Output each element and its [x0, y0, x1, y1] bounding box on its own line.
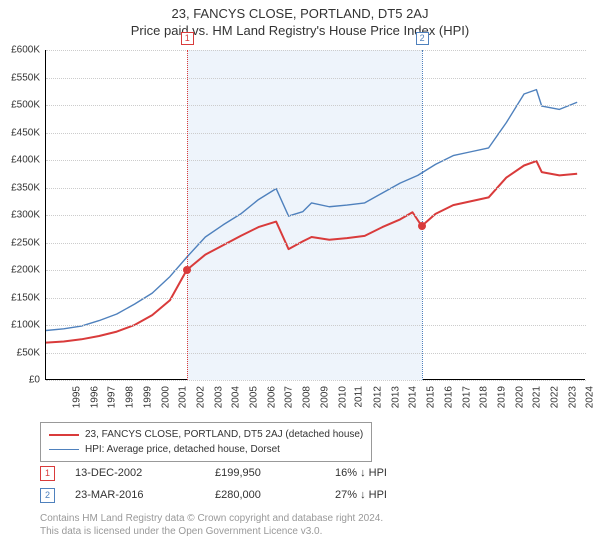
y-axis-label: £400K: [11, 155, 40, 166]
sale-marker-1: 1: [181, 32, 194, 45]
sale-date-line: [422, 50, 423, 380]
legend-label: 23, FANCYS CLOSE, PORTLAND, DT5 2AJ (det…: [85, 429, 363, 440]
sale-row: 2 23-MAR-2016£280,00027% ↓ HPI: [40, 484, 570, 506]
y-axis-label: £200K: [11, 265, 40, 276]
x-axis-label: 2022: [549, 386, 560, 408]
sale-row: 1 13-DEC-2002£199,95016% ↓ HPI: [40, 462, 570, 484]
gridline-h: [46, 298, 586, 299]
gridline-h: [46, 160, 586, 161]
legend-item: 23, FANCYS CLOSE, PORTLAND, DT5 2AJ (det…: [49, 427, 363, 442]
x-axis-label: 2009: [319, 386, 330, 408]
y-axis-label: £600K: [11, 45, 40, 56]
y-axis-label: £300K: [11, 210, 40, 221]
gridline-h: [46, 50, 586, 51]
x-axis-label: 2012: [372, 386, 383, 408]
x-axis-label: 2020: [514, 386, 525, 408]
y-axis-label: £350K: [11, 182, 40, 193]
gridline-h: [46, 270, 586, 271]
x-axis-label: 2005: [248, 386, 259, 408]
legend-swatch: [49, 434, 79, 436]
series-hpi: [46, 90, 577, 331]
y-axis-label: £500K: [11, 100, 40, 111]
title-sub: Price paid vs. HM Land Registry's House …: [0, 23, 600, 42]
y-axis-label: £250K: [11, 237, 40, 248]
sales-table: 1 13-DEC-2002£199,95016% ↓ HPI 2 23-MAR-201…: [40, 462, 570, 506]
x-axis-label: 2007: [284, 386, 295, 408]
x-axis-label: 1995: [71, 386, 82, 408]
x-axis-label: 2019: [496, 386, 507, 408]
x-axis-label: 1999: [142, 386, 153, 408]
gridline-h: [46, 243, 586, 244]
chart-container: 23, FANCYS CLOSE, PORTLAND, DT5 2AJ Pric…: [0, 0, 600, 560]
sale-row-marker: 1: [40, 466, 55, 481]
credit-line-1: Contains HM Land Registry data © Crown c…: [40, 512, 570, 525]
plot-region: 12: [45, 50, 585, 380]
legend-item: HPI: Average price, detached house, Dors…: [49, 442, 363, 457]
y-axis-label: £150K: [11, 292, 40, 303]
sale-date-line: [187, 50, 188, 380]
sale-date: 23-MAR-2016: [75, 489, 215, 501]
sale-price: £280,000: [215, 489, 335, 501]
x-axis-label: 2006: [266, 386, 277, 408]
legend-swatch: [49, 449, 79, 450]
x-axis-label: 2021: [532, 386, 543, 408]
x-axis-label: 2017: [461, 386, 472, 408]
title-main: 23, FANCYS CLOSE, PORTLAND, DT5 2AJ: [0, 0, 600, 23]
x-axis-label: 2001: [177, 386, 188, 408]
credit-text: Contains HM Land Registry data © Crown c…: [40, 512, 570, 538]
sale-marker-2: 2: [416, 32, 429, 45]
x-axis-label: 2011: [354, 386, 365, 408]
gridline-h: [46, 188, 586, 189]
y-axis-label: £100K: [11, 320, 40, 331]
x-axis-label: 1998: [124, 386, 135, 408]
y-axis-label: £0: [29, 375, 40, 386]
sale-date: 13-DEC-2002: [75, 467, 215, 479]
legend: 23, FANCYS CLOSE, PORTLAND, DT5 2AJ (det…: [40, 422, 372, 462]
sale-price: £199,950: [215, 467, 335, 479]
x-axis-label: 2003: [213, 386, 224, 408]
gridline-h: [46, 325, 586, 326]
sale-delta: 27% ↓ HPI: [335, 489, 455, 501]
x-axis-label: 1996: [89, 386, 100, 408]
y-axis-label: £50K: [17, 347, 40, 358]
y-axis-label: £550K: [11, 72, 40, 83]
x-axis-label: 2024: [585, 386, 596, 408]
gridline-h: [46, 133, 586, 134]
x-axis-label: 2004: [231, 386, 242, 408]
x-axis-label: 2013: [390, 386, 401, 408]
sale-row-marker: 2: [40, 488, 55, 503]
gridline-h: [46, 353, 586, 354]
credit-line-2: This data is licensed under the Open Gov…: [40, 525, 570, 538]
x-axis-label: 2008: [301, 386, 312, 408]
sale-point: [183, 266, 191, 274]
x-axis-label: 2002: [195, 386, 206, 408]
gridline-h: [46, 105, 586, 106]
x-axis-label: 2016: [443, 386, 454, 408]
x-axis-label: 2018: [478, 386, 489, 408]
gridline-h: [46, 380, 586, 381]
legend-label: HPI: Average price, detached house, Dors…: [85, 444, 280, 455]
chart-area: 12 £0£50K£100K£150K£200K£250K£300K£350K£…: [45, 50, 585, 380]
x-axis-label: 2015: [425, 386, 436, 408]
x-axis-label: 2023: [567, 386, 578, 408]
x-axis-label: 2000: [160, 386, 171, 408]
sale-delta: 16% ↓ HPI: [335, 467, 455, 479]
x-axis-label: 1997: [107, 386, 118, 408]
x-axis-label: 2010: [337, 386, 348, 408]
gridline-h: [46, 78, 586, 79]
x-axis-label: 2014: [408, 386, 419, 408]
gridline-h: [46, 215, 586, 216]
sale-point: [418, 222, 426, 230]
y-axis-label: £450K: [11, 127, 40, 138]
